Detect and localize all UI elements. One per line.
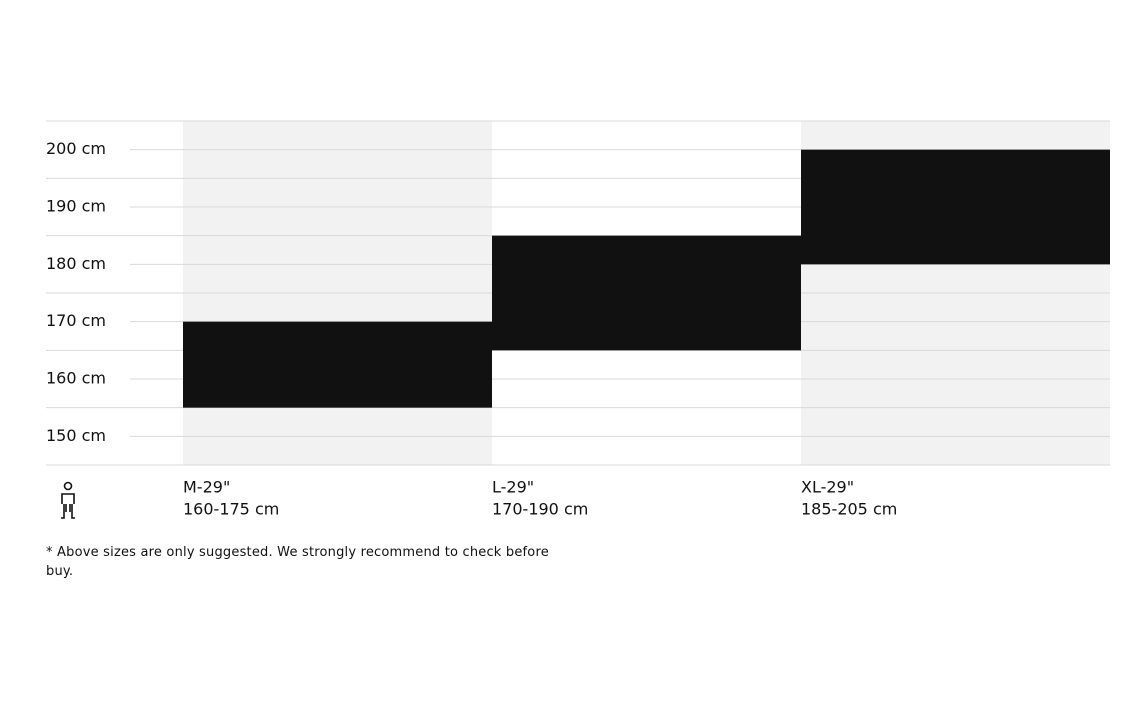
size-label: XL-29" [801, 478, 854, 497]
person-icon [61, 481, 75, 519]
y-tick-label: 190 cm [46, 197, 106, 216]
y-tick-label: 180 cm [46, 254, 106, 273]
footnote: * Above sizes are only suggested. We str… [46, 545, 549, 579]
range-label: 185-205 cm [801, 500, 897, 519]
range-label: 170-190 cm [492, 500, 588, 519]
range-label: 160-175 cm [183, 500, 279, 519]
bar [183, 321, 492, 408]
bar [801, 149, 1110, 265]
y-tick-label: 170 cm [46, 311, 106, 330]
size-label: M-29" [183, 478, 230, 497]
y-tick-label: 200 cm [46, 139, 106, 158]
size-label: L-29" [492, 478, 534, 497]
bar [492, 235, 801, 351]
y-tick-label: 150 cm [46, 426, 106, 445]
y-tick-label: 160 cm [46, 369, 106, 388]
